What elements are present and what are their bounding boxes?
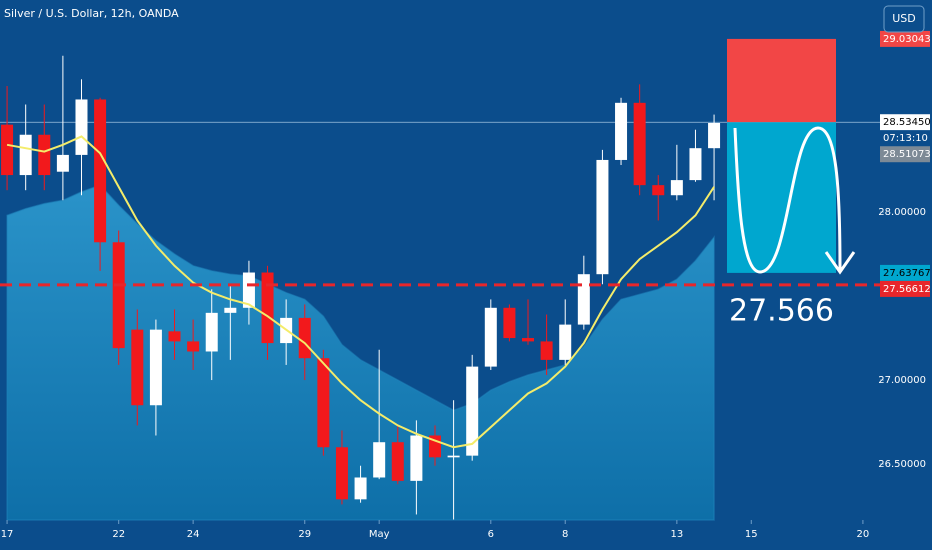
band-edge bbox=[6, 184, 715, 521]
candle-body bbox=[205, 312, 218, 352]
candle-body bbox=[317, 358, 330, 448]
candle-body bbox=[131, 329, 144, 406]
candle-body bbox=[484, 307, 497, 367]
candle-body bbox=[708, 122, 721, 149]
candle-body bbox=[577, 274, 590, 325]
candle-body bbox=[56, 154, 69, 172]
price-axis: 17 22 24 29 May 6 8 13 15 20 26.50000 27.00000 28.00… bbox=[1, 30, 931, 540]
marker-label: 28.51073 bbox=[883, 149, 931, 160]
countdown-label: 07:13:10 bbox=[883, 133, 928, 144]
band-area bbox=[7, 185, 715, 520]
candle-body bbox=[94, 99, 107, 243]
stop-label: 29.03043 bbox=[883, 34, 931, 45]
target-zone bbox=[727, 122, 836, 273]
candle-body bbox=[466, 366, 479, 456]
x-tick-label: 15 bbox=[745, 529, 758, 540]
chart-title: Silver / U.S. Dollar, 12h, OANDA bbox=[4, 7, 179, 20]
x-tick-label: May bbox=[369, 529, 390, 540]
x-tick-label: 8 bbox=[562, 529, 568, 540]
candle-body bbox=[391, 442, 404, 481]
candle-body bbox=[1, 124, 14, 176]
target-label: 27.63767 bbox=[883, 268, 931, 279]
x-tick-label: 24 bbox=[187, 529, 200, 540]
x-tick-label: 17 bbox=[1, 529, 14, 540]
level-label-bg bbox=[880, 280, 930, 297]
candle-body bbox=[261, 272, 274, 344]
x-tick-label: 29 bbox=[298, 529, 311, 540]
target-label-bg bbox=[880, 264, 930, 281]
marker-label-bg bbox=[880, 146, 930, 163]
candle-body bbox=[38, 134, 51, 176]
candle-body bbox=[559, 324, 572, 360]
candle-body bbox=[596, 159, 609, 275]
candle-body bbox=[503, 307, 516, 339]
candle-body bbox=[75, 99, 88, 155]
candle-body bbox=[242, 272, 255, 308]
stop-label-bg bbox=[880, 30, 930, 47]
candle-body bbox=[652, 185, 665, 196]
candle-body bbox=[522, 338, 535, 342]
last-price-label-bg bbox=[880, 114, 930, 131]
x-tick-label: 13 bbox=[670, 529, 683, 540]
candle-body bbox=[224, 307, 237, 313]
ma-line bbox=[6, 135, 715, 449]
plot-area bbox=[0, 38, 880, 521]
x-tick-label: 6 bbox=[488, 529, 494, 540]
x-tick-label: 22 bbox=[112, 529, 125, 540]
candle-body bbox=[689, 148, 702, 181]
last-price-label: 28.53450 bbox=[883, 117, 931, 128]
y-tick-label: 28.00000 bbox=[878, 207, 926, 218]
candle-body bbox=[354, 477, 367, 500]
candle-body bbox=[615, 102, 628, 160]
arrow-curve bbox=[733, 126, 842, 274]
currency-button[interactable] bbox=[883, 5, 925, 33]
countdown-label-bg bbox=[880, 130, 930, 147]
candle-body bbox=[447, 455, 460, 458]
level-annotation: 27.566 bbox=[729, 293, 834, 328]
candle-body bbox=[373, 442, 386, 478]
candle-body bbox=[187, 341, 200, 352]
candle-body bbox=[19, 134, 32, 176]
candle-body bbox=[298, 317, 311, 359]
x-tick-label: 20 bbox=[857, 529, 870, 540]
y-tick-label: 26.50000 bbox=[878, 459, 926, 470]
candle-body bbox=[112, 242, 125, 349]
candle-body bbox=[335, 447, 348, 500]
candle-body bbox=[410, 435, 423, 481]
candle-body bbox=[168, 331, 181, 342]
stop-zone bbox=[727, 38, 836, 123]
candle-body bbox=[633, 102, 646, 186]
currency-label[interactable]: USD bbox=[892, 12, 916, 25]
candle-body bbox=[540, 341, 553, 360]
level-label: 27.56612 bbox=[883, 284, 931, 295]
arrow-head bbox=[824, 251, 856, 275]
candle-body bbox=[149, 329, 162, 406]
candle-body bbox=[670, 180, 683, 196]
y-tick-label: 27.00000 bbox=[878, 375, 926, 386]
